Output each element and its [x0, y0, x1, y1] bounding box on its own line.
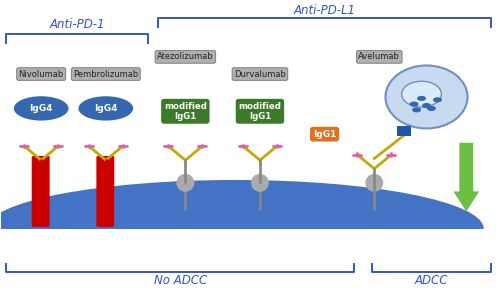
Text: Pembrolizumab: Pembrolizumab: [73, 69, 138, 79]
Ellipse shape: [412, 107, 421, 113]
Bar: [2, 229, 498, 263]
Text: No ADCC: No ADCC: [154, 275, 207, 287]
Text: modified
IgG1: modified IgG1: [238, 102, 282, 121]
Text: ADCC: ADCC: [414, 275, 448, 287]
Text: Anti-PD-L1: Anti-PD-L1: [294, 4, 356, 17]
FancyArrow shape: [454, 143, 479, 212]
FancyBboxPatch shape: [34, 159, 48, 183]
Ellipse shape: [427, 106, 436, 111]
Ellipse shape: [422, 103, 431, 108]
FancyBboxPatch shape: [98, 159, 113, 183]
Ellipse shape: [433, 97, 442, 102]
Text: modified
IgG1: modified IgG1: [164, 102, 207, 121]
Bar: [2, 229, 498, 292]
Text: Durvalumab: Durvalumab: [234, 69, 286, 79]
Ellipse shape: [251, 174, 269, 192]
Ellipse shape: [366, 174, 384, 192]
Ellipse shape: [14, 96, 68, 121]
FancyBboxPatch shape: [96, 156, 114, 227]
Text: Anti-PD-1: Anti-PD-1: [50, 18, 105, 31]
Text: Atezolizumab: Atezolizumab: [157, 52, 214, 62]
Text: IgG4: IgG4: [94, 104, 118, 113]
Ellipse shape: [78, 96, 133, 121]
Ellipse shape: [386, 65, 468, 128]
Ellipse shape: [0, 180, 484, 277]
FancyBboxPatch shape: [396, 127, 410, 136]
Ellipse shape: [402, 81, 442, 107]
Text: Nivolumab: Nivolumab: [18, 69, 64, 79]
Ellipse shape: [410, 102, 418, 107]
Text: Avelumab: Avelumab: [358, 52, 400, 62]
Ellipse shape: [176, 174, 194, 192]
Ellipse shape: [417, 96, 426, 101]
FancyBboxPatch shape: [32, 156, 50, 227]
Text: IgG1: IgG1: [313, 130, 336, 139]
Text: IgG4: IgG4: [30, 104, 53, 113]
